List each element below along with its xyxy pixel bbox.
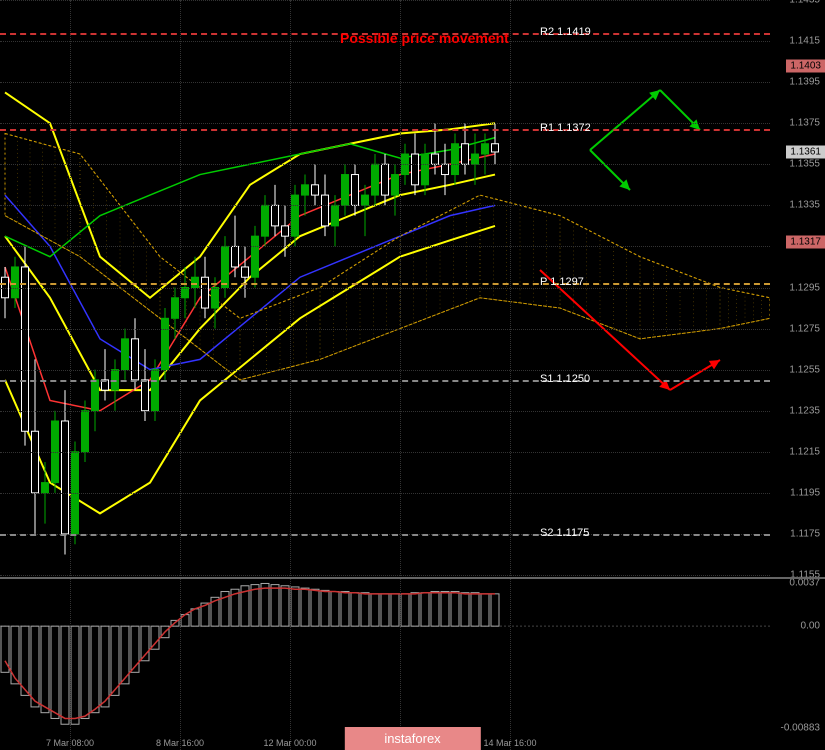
grid-line-h	[0, 288, 770, 289]
y-label-highlight: 1.1361	[786, 145, 825, 158]
macd-svg	[0, 580, 770, 730]
panel-separator	[0, 577, 825, 579]
grid-line-v	[70, 0, 71, 750]
grid-line-h	[0, 164, 770, 165]
pivot-label-S1: S1 1.1250	[540, 373, 590, 385]
y-axis: 1.11551.11751.11951.12151.12351.12551.12…	[770, 0, 825, 750]
indicator-y-label: 0.0037	[789, 578, 820, 589]
grid-line-h	[0, 0, 770, 1]
y-tick-label: 1.1395	[789, 77, 820, 88]
y-tick-label: 1.1355	[789, 159, 820, 170]
grid-line-v	[400, 0, 401, 750]
y-tick-label: 1.1235	[789, 405, 820, 416]
grid-line-v	[290, 0, 291, 750]
grid-line-v	[180, 0, 181, 750]
chart-title: Possible price movement	[340, 30, 509, 46]
y-label-highlight: 1.1317	[786, 236, 825, 249]
y-tick-label: 1.1375	[789, 118, 820, 129]
y-tick-label: 1.1195	[790, 487, 820, 498]
grid-line-v	[510, 0, 511, 750]
y-tick-label: 1.1415	[789, 36, 820, 47]
y-tick-label: 1.1215	[789, 446, 820, 457]
grid-line-h	[0, 493, 770, 494]
y-tick-label: 1.1335	[789, 200, 820, 211]
chart-area: 7 Mar 08:008 Mar 16:0012 Mar 00:0013 Mar…	[0, 0, 770, 750]
grid-line-h	[0, 411, 770, 412]
y-label-highlight: 1.1403	[786, 59, 825, 72]
y-tick-label: 1.1255	[789, 364, 820, 375]
pivot-line-R1	[0, 129, 770, 131]
indicator-y-label: 0.00	[801, 621, 820, 632]
pivot-line-S1	[0, 380, 770, 382]
grid-line-h	[0, 123, 770, 124]
x-tick-label: 12 Mar 00:00	[263, 738, 316, 748]
y-tick-label: 1.1295	[789, 282, 820, 293]
grid-line-h	[0, 329, 770, 330]
x-tick-label: 14 Mar 16:00	[483, 738, 536, 748]
grid-line-h	[0, 246, 770, 247]
grid-line-h	[0, 575, 770, 576]
y-tick-label: 1.1175	[790, 528, 820, 539]
grid-line-h	[0, 452, 770, 453]
pivot-label-S2: S2 1.1175	[540, 527, 589, 539]
grid-line-h	[0, 82, 770, 83]
x-tick-label: 7 Mar 08:00	[46, 738, 94, 748]
pivot-label-P: P 1.1297	[540, 276, 584, 288]
watermark: instaforex	[344, 727, 480, 750]
y-tick-label: 1.1435	[789, 0, 820, 6]
pivot-label-R2: R2 1.1419	[540, 26, 591, 38]
x-tick-label: 8 Mar 16:00	[156, 738, 204, 748]
indicator-y-label: -0.00883	[781, 723, 820, 734]
pivot-label-R1: R1 1.1372	[540, 122, 591, 134]
pivot-line-P	[0, 283, 770, 285]
grid-line-h	[0, 205, 770, 206]
y-tick-label: 1.1275	[789, 323, 820, 334]
grid-line-h	[0, 370, 770, 371]
pivot-line-S2	[0, 534, 770, 536]
